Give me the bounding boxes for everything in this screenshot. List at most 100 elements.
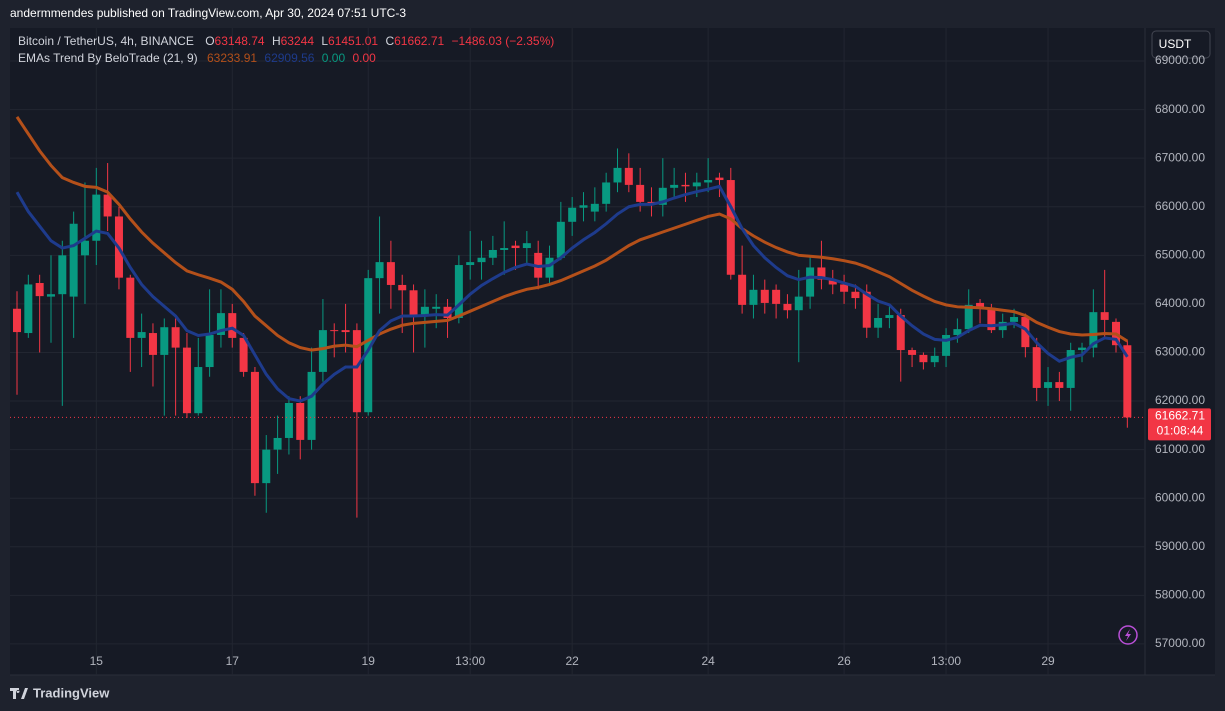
candle-body bbox=[942, 334, 951, 356]
candle-body bbox=[137, 332, 146, 338]
indicator-name: EMAs Trend By BeloTrade (21, 9) bbox=[18, 51, 198, 65]
candle-body bbox=[1123, 345, 1132, 418]
ema-line bbox=[15, 116, 1129, 352]
y-tick-label: 65000.00 bbox=[1155, 247, 1205, 261]
ohlc-label: O bbox=[205, 34, 214, 48]
y-tick-label: 64000.00 bbox=[1155, 296, 1205, 310]
candle-body bbox=[46, 294, 55, 297]
candle-body bbox=[828, 279, 837, 285]
y-tick-label: 68000.00 bbox=[1155, 102, 1205, 116]
currency-button[interactable] bbox=[1151, 30, 1211, 59]
candle-body bbox=[658, 187, 667, 205]
x-tick-label: 22 bbox=[565, 654, 579, 668]
indicator-extra: 0.00 bbox=[322, 51, 346, 65]
x-tick-label: 13:00 bbox=[455, 654, 485, 668]
candle-body bbox=[919, 354, 928, 363]
candle-body bbox=[806, 267, 815, 297]
candle-body bbox=[590, 203, 599, 212]
candle-body bbox=[432, 306, 441, 309]
y-tick-label: 69000.00 bbox=[1155, 53, 1205, 67]
brand-name: TradingView bbox=[33, 685, 110, 700]
x-tick-label: 17 bbox=[226, 654, 240, 668]
candle-body bbox=[874, 317, 883, 328]
candle-body bbox=[216, 313, 225, 335]
header: andermmendes published on TradingView.co… bbox=[10, 6, 406, 20]
candle-body bbox=[1066, 350, 1075, 388]
candle-body bbox=[738, 274, 747, 305]
ohlc-value: 61662.71 bbox=[394, 34, 444, 48]
y-tick-label: 60000.00 bbox=[1155, 490, 1205, 504]
candle-body bbox=[194, 367, 203, 414]
candle-body bbox=[715, 177, 724, 181]
candle-body bbox=[1100, 312, 1109, 320]
candle-body bbox=[24, 284, 33, 334]
ohlc-label: H bbox=[272, 34, 281, 48]
candle-body bbox=[284, 402, 293, 438]
symbol-title: Bitcoin / TetherUS, 4h, BINANCE bbox=[18, 34, 194, 48]
candle-body bbox=[545, 257, 554, 278]
candle-body bbox=[1010, 317, 1019, 322]
candle-body bbox=[488, 249, 497, 258]
candle-body bbox=[1032, 347, 1041, 388]
y-tick-label: 61000.00 bbox=[1155, 442, 1205, 456]
candle-body bbox=[568, 207, 577, 222]
candle-body bbox=[624, 167, 633, 185]
candle-body bbox=[522, 243, 531, 249]
candle-body bbox=[182, 347, 191, 414]
y-tick-label: 66000.00 bbox=[1155, 199, 1205, 213]
candle-body bbox=[466, 262, 475, 266]
y-tick-label: 59000.00 bbox=[1155, 539, 1205, 553]
currency-label[interactable]: USDT bbox=[1159, 37, 1192, 51]
ohlc-label: C bbox=[385, 34, 394, 48]
ema-value: 63233.91 bbox=[207, 51, 257, 65]
candle-body bbox=[851, 291, 860, 299]
candle-body bbox=[92, 194, 101, 241]
lightning-icon[interactable] bbox=[1118, 625, 1138, 645]
change: −1486.03 (−2.35%) bbox=[452, 34, 555, 48]
candle-body bbox=[409, 290, 418, 316]
candle-body bbox=[511, 245, 520, 249]
candle-body bbox=[1044, 382, 1053, 388]
y-tick-label: 67000.00 bbox=[1155, 150, 1205, 164]
candle-body bbox=[840, 284, 849, 292]
candle-body bbox=[1055, 382, 1064, 388]
candle-body bbox=[556, 221, 565, 258]
y-tick-label: 57000.00 bbox=[1155, 636, 1205, 650]
candle-body bbox=[262, 449, 271, 484]
marks bbox=[10, 116, 1145, 518]
candle-body bbox=[1089, 312, 1098, 348]
candle-body bbox=[386, 262, 395, 285]
candle-body bbox=[670, 184, 679, 188]
candle-body bbox=[126, 277, 135, 338]
y-tick-label: 58000.00 bbox=[1155, 588, 1205, 602]
candle-body bbox=[58, 255, 67, 295]
candle-body bbox=[964, 304, 973, 330]
candle-body bbox=[613, 167, 622, 183]
candle-body bbox=[80, 240, 89, 256]
brand: TradingView bbox=[10, 685, 110, 700]
y-tick-label: 63000.00 bbox=[1155, 345, 1205, 359]
candle-body bbox=[500, 248, 509, 250]
candle-body bbox=[1021, 317, 1030, 348]
candle-body bbox=[817, 267, 826, 280]
x-tick-label: 13:00 bbox=[931, 654, 961, 668]
candle-body bbox=[148, 333, 157, 355]
candle-body bbox=[160, 327, 169, 355]
x-tick-label: 26 bbox=[837, 654, 851, 668]
candle-body bbox=[885, 315, 894, 318]
candle-body bbox=[953, 329, 962, 335]
y-tick-label: 62000.00 bbox=[1155, 393, 1205, 407]
candle-body bbox=[352, 330, 361, 413]
candle-body bbox=[228, 313, 237, 338]
ohlc-value: 61451.01 bbox=[328, 34, 378, 48]
ohlc-value: 63244 bbox=[281, 34, 315, 48]
candle-body bbox=[296, 402, 305, 440]
candle-body bbox=[375, 262, 384, 279]
candle-body bbox=[330, 330, 339, 332]
candle-body bbox=[171, 327, 180, 348]
legend-row: Bitcoin / TetherUS, 4h, BINANCE O63148.7… bbox=[18, 34, 554, 48]
candle-body bbox=[636, 184, 645, 202]
candle-body bbox=[454, 265, 463, 318]
candle-body bbox=[749, 289, 758, 305]
